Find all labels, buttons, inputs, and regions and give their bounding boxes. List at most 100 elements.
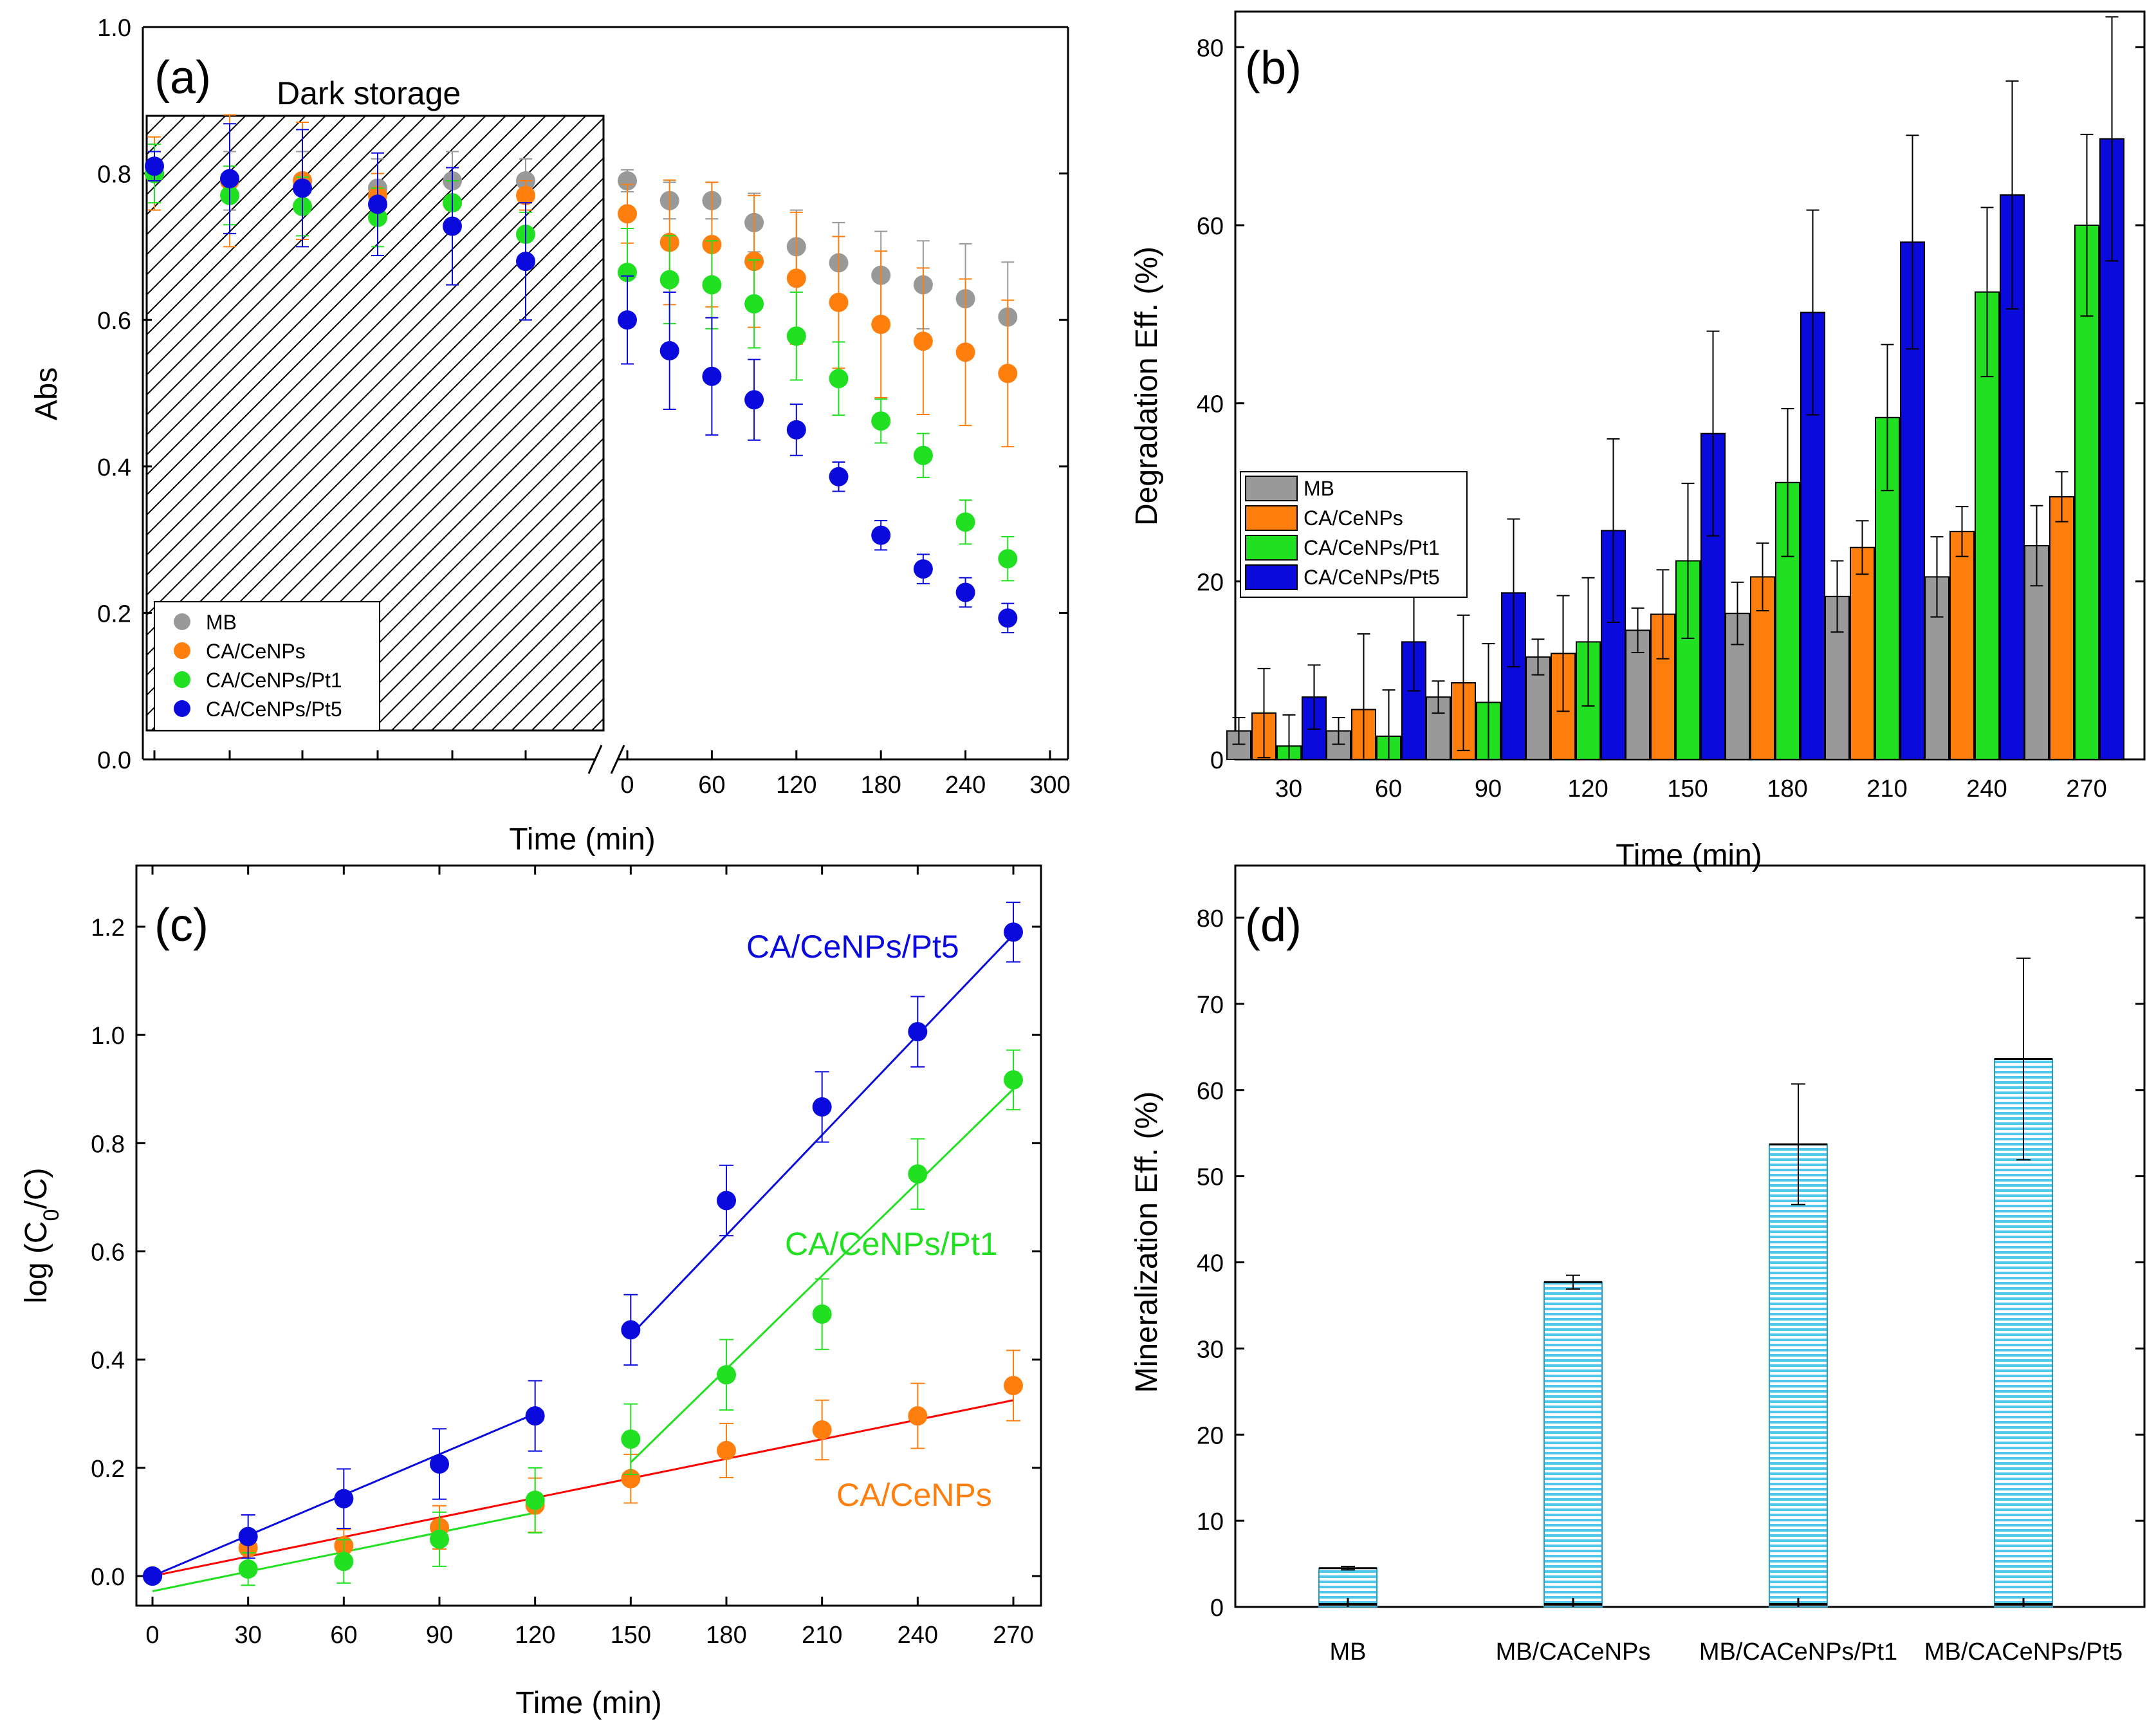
data-point-c <box>238 1559 258 1579</box>
legend-marker <box>174 642 190 659</box>
x-tick-label: 90 <box>426 1622 453 1649</box>
y-tick-label: 0.8 <box>91 1131 125 1158</box>
x-axis-label: Time (min) <box>509 822 656 857</box>
plot-frame-c <box>135 864 1042 1607</box>
x-tick-label: 0 <box>145 1622 159 1649</box>
y-tick-label: 70 <box>1197 992 1224 1019</box>
x-tick-label: MB/CACeNPs/Pt5 <box>1924 1638 2123 1666</box>
x-tick-label: 240 <box>945 772 986 799</box>
series-annotation: CA/CeNPs/Pt1 <box>785 1226 998 1262</box>
x-tick-label: 60 <box>330 1622 357 1649</box>
legend-swatch <box>1245 505 1298 531</box>
axis-break-mark <box>587 745 603 774</box>
data-point-a <box>702 366 722 386</box>
data-point-c <box>908 1406 928 1426</box>
data-point-a <box>829 369 849 389</box>
data-point-a-dark <box>368 194 387 214</box>
data-point-a <box>955 512 975 532</box>
data-point-a <box>618 204 637 224</box>
x-tick-label: 180 <box>860 772 901 799</box>
x-tick-label: 0 <box>620 772 634 799</box>
x-tick-label: 120 <box>1567 775 1608 803</box>
y-tick-label: 30 <box>1197 1336 1224 1363</box>
panel-label-b: (b) <box>1245 42 1302 94</box>
legend-label: MB <box>206 611 237 634</box>
x-tick-label: 60 <box>1375 775 1402 803</box>
data-point-c <box>908 1164 928 1184</box>
panel-a-absorbance-chart: Dark storage 0.0 0.2 0.4 0.6 0.8 1.0 0 60 120 180 2… <box>30 15 1071 857</box>
data-point-c <box>1004 1376 1023 1396</box>
y-axis-label: Abs <box>30 367 64 421</box>
y-tick-label: 60 <box>1197 1078 1224 1105</box>
data-point-a <box>702 275 722 295</box>
data-point-c <box>430 1454 449 1474</box>
fit-line <box>630 1088 1015 1463</box>
x-axis-label: Time (min) <box>515 1686 662 1720</box>
data-point-a <box>998 549 1018 569</box>
x-tick-label: 60 <box>698 772 725 799</box>
data-point-c <box>525 1490 545 1510</box>
x-tick-label: 150 <box>1667 775 1708 803</box>
data-point-c <box>525 1406 545 1426</box>
data-point-a <box>744 294 764 314</box>
series-annotation: CA/CeNPs <box>836 1477 992 1513</box>
legend-label: CA/CeNPs/Pt1 <box>1304 536 1440 559</box>
data-point-c <box>908 1022 928 1042</box>
fit-line <box>152 1399 1014 1577</box>
data-point-a <box>913 445 933 465</box>
y-axis-label: Degradation Eff. (%) <box>1130 246 1164 526</box>
dark-storage-label: Dark storage <box>277 75 461 111</box>
x-tick-label: 150 <box>611 1622 651 1649</box>
data-point-a <box>786 326 806 346</box>
y-tick-label: 1.0 <box>91 1023 125 1050</box>
x-tick-label: 240 <box>1966 775 2007 803</box>
legend-label: CA/CeNPs <box>206 640 306 663</box>
y-axis-label: Mineralization Eff. (%) <box>1130 1091 1164 1393</box>
data-point-a <box>998 608 1018 628</box>
legend-label: CA/CeNPs/Pt1 <box>206 669 342 692</box>
data-point-origin <box>143 1566 162 1586</box>
data-point-a <box>618 263 637 283</box>
legend-box <box>154 601 380 731</box>
data-point-c <box>812 1097 832 1117</box>
panel-c-kinetics-chart: 0 30 60 90 120 150 180 210 240 270 0.0 0.2 0.4 0.6 0.8… <box>19 864 1042 1720</box>
data-point-c <box>1004 922 1023 942</box>
panel-label-d: (d) <box>1245 900 1302 951</box>
data-point-a <box>871 315 891 335</box>
x-tick-label: 210 <box>802 1622 842 1649</box>
data-point-a <box>955 342 975 362</box>
y-tick-label: 10 <box>1197 1508 1224 1536</box>
data-point-a-dark <box>293 178 312 198</box>
data-point-a <box>618 310 637 330</box>
x-tick-label: 120 <box>515 1622 555 1649</box>
y-tick-label: 0.4 <box>91 1348 125 1375</box>
y-tick-label: 20 <box>1197 569 1224 596</box>
data-point-a <box>998 364 1018 384</box>
data-point-a <box>871 525 891 545</box>
y-tick-label: 0.2 <box>97 600 131 627</box>
y-tick-label: 50 <box>1197 1164 1224 1191</box>
panel-d-mineralization-chart: 0 10 20 30 40 50 60 70 80 MB MB/CACeNPs MB/CACeNPs/… <box>1130 864 2146 1666</box>
x-tick-label: 30 <box>235 1622 262 1649</box>
data-point-a <box>913 559 933 579</box>
panel-label-c: (c) <box>154 900 208 951</box>
data-point-c <box>430 1529 449 1549</box>
x-tick-label: MB/CACeNPs <box>1496 1638 1651 1666</box>
data-point-c <box>621 1320 641 1340</box>
series-annotation: CA/CeNPs/Pt5 <box>746 929 959 965</box>
data-point-c <box>717 1191 736 1211</box>
legend-a: MB CA/CeNPs CA/CeNPs/Pt1 CA/CeNPs/Pt5 <box>154 601 380 731</box>
data-point-a <box>744 390 764 410</box>
x-tick-label: 210 <box>1866 775 1907 803</box>
bar-b <box>2049 496 2074 761</box>
legend-marker <box>174 671 190 688</box>
x-tick-label: 180 <box>1767 775 1807 803</box>
y-tick-label: 0.6 <box>91 1239 125 1267</box>
data-point-c <box>621 1429 641 1449</box>
bar-d <box>1543 1281 1603 1608</box>
data-point-c <box>238 1526 258 1546</box>
data-point-a-dark <box>516 185 535 205</box>
y-tick-label: 40 <box>1197 391 1224 418</box>
x-tick-label: 240 <box>898 1622 938 1649</box>
